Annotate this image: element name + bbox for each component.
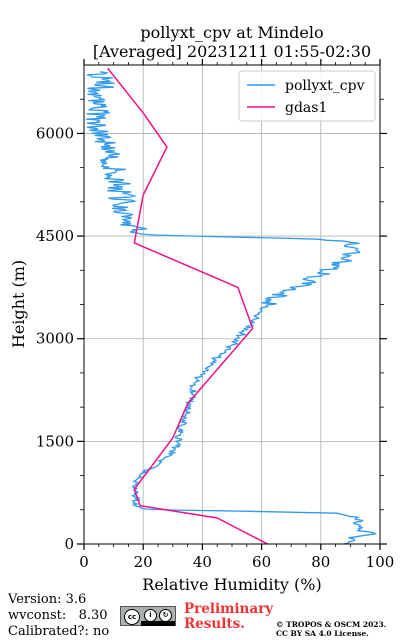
series-line-pollyxt_cpv [85, 71, 378, 544]
y-tick-label: 3000 [36, 330, 74, 348]
copyright-notice: © TROPOS & OSCM 2023. CC BY SA 4.0 Licen… [276, 620, 400, 638]
cc-by-sa-icon: cc i ↻ [120, 606, 176, 626]
chart-title-line2: [Averaged] 20231211 01:55-02:30 [93, 42, 371, 61]
footer-info: Version: 3.6 wvconst: 8.30 Calibrated?: … [8, 592, 109, 640]
x-tick-label: 20 [134, 553, 153, 571]
legend: pollyxt_cpv gdas1 [238, 70, 376, 122]
grid-lines [84, 65, 380, 544]
x-axis-label: Relative Humidity (%) [142, 575, 321, 594]
calibrated-text: Calibrated?: no [8, 624, 110, 639]
preliminary-line1: Preliminary [184, 601, 274, 617]
chart-title-line1: pollyxt_cpv at Mindelo [140, 23, 323, 42]
axis-ticks: 0 20 40 60 80 100 0 1500 3000 4500 6000 [36, 59, 395, 571]
y-tick-label: 6000 [36, 124, 74, 142]
preliminary-notice: Preliminary Results. [184, 602, 294, 632]
series-line-gdas1 [107, 67, 268, 544]
version-text: Version: 3.6 [8, 592, 87, 607]
y-tick-label: 0 [64, 535, 74, 553]
x-tick-label: 60 [252, 553, 271, 571]
preliminary-line2: Results. [184, 616, 245, 632]
y-axis-label: Height (m) [9, 260, 28, 348]
y-tick-label: 4500 [36, 227, 74, 245]
legend-box [238, 70, 376, 122]
x-tick-label: 0 [79, 553, 89, 571]
series-layer [85, 67, 378, 544]
legend-label: gdas1 [285, 100, 327, 116]
x-tick-label: 100 [366, 553, 395, 571]
copyright-line1: © TROPOS & OSCM 2023. [276, 620, 387, 629]
copyright-line2: CC BY SA 4.0 License. [276, 629, 369, 638]
y-tick-label: 1500 [36, 432, 74, 450]
x-tick-label: 40 [193, 553, 212, 571]
legend-label: pollyxt_cpv [285, 78, 365, 94]
x-tick-label: 80 [311, 553, 330, 571]
wvconst-text: wvconst: 8.30 [8, 608, 108, 623]
plot-frame [83, 64, 381, 545]
